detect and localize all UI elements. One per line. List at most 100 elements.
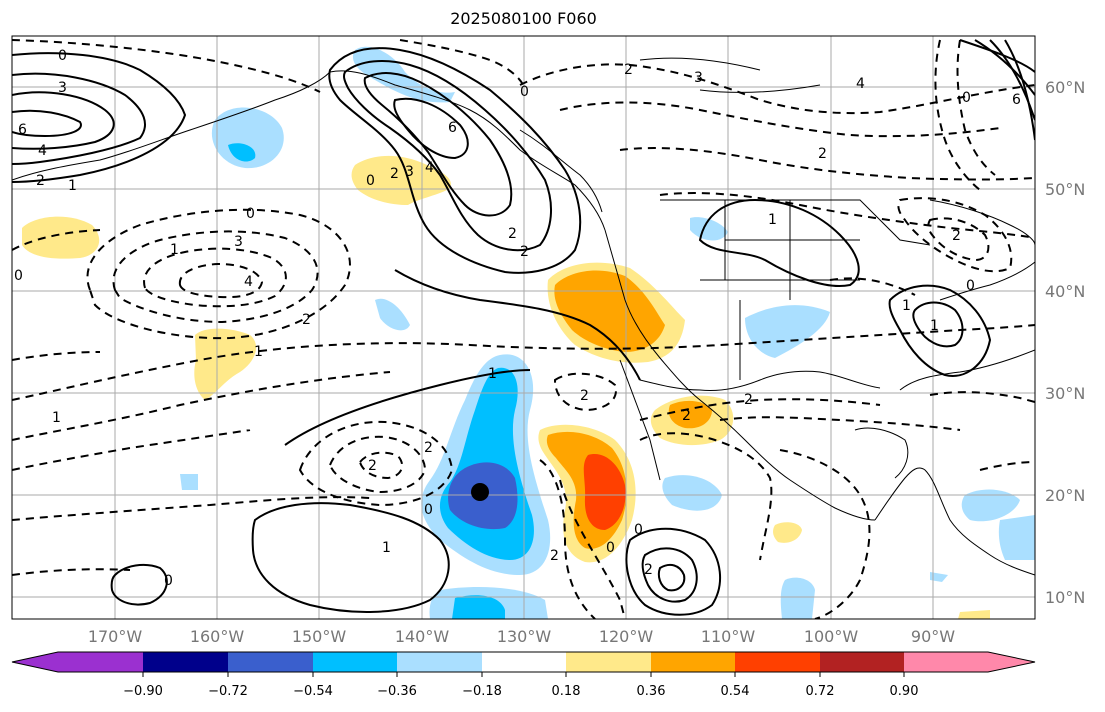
contour-label: 3 <box>234 234 243 250</box>
neg-anomaly-patch <box>690 217 728 241</box>
contour-label: 1 <box>170 242 179 258</box>
coastlines <box>12 57 1035 576</box>
neg-anomaly-patch <box>211 107 284 169</box>
colorbar-segment <box>397 652 482 672</box>
contour-label: 2 <box>508 226 517 242</box>
contour-label: 2 <box>644 562 653 578</box>
colorbar-segment <box>143 652 228 672</box>
map-title: 2025080100 F060 <box>450 9 597 28</box>
colorbar-segment <box>12 652 143 672</box>
neg-anomaly-patch <box>961 489 1020 522</box>
lon-label: 150°W <box>292 627 347 646</box>
contour-label: 0 <box>962 90 971 106</box>
colorbar-tick-label: 0.18 <box>552 684 581 699</box>
colorbar-tick-label: 0.36 <box>637 684 666 699</box>
pos-anomaly-patch <box>583 454 626 530</box>
lat-label: 60°N <box>1045 78 1085 97</box>
contour-label: 2 <box>36 173 45 189</box>
contour-label: 0 <box>164 573 173 589</box>
contour-label: 1 <box>382 540 391 556</box>
contour-lines <box>12 39 1035 619</box>
lon-label: 110°W <box>701 627 756 646</box>
contour-label: 3 <box>405 164 414 180</box>
colorbar-segment <box>820 652 904 672</box>
neg-anomaly-patch <box>452 595 505 619</box>
latitude-labels: 60°N 50°N 40°N 30°N 20°N 10°N <box>1045 78 1085 607</box>
lon-label: 100°W <box>804 627 859 646</box>
pos-anomaly-patch <box>194 328 257 400</box>
contour-label: 0 <box>634 522 643 538</box>
pos-anomaly-patch <box>773 522 802 543</box>
colorbar-tick-label: −0.36 <box>377 684 417 699</box>
lat-label: 30°N <box>1045 384 1085 403</box>
contour-label: 4 <box>425 160 434 176</box>
contour-label: 2 <box>550 548 559 564</box>
contour-label: 0 <box>520 84 529 100</box>
contour-label: 3 <box>58 80 67 96</box>
contour-label: 4 <box>856 76 865 92</box>
colorbar: −0.90 −0.72 −0.54 −0.36 −0.18 0.18 0.36 … <box>11 651 1036 699</box>
pos-anomaly-patch <box>351 155 451 205</box>
lon-label: 160°W <box>190 627 245 646</box>
contour-label: 0 <box>424 502 433 518</box>
contour-label: 1 <box>68 178 77 194</box>
contour-label: 4 <box>38 143 47 159</box>
contour-label: 2 <box>368 458 377 474</box>
neg-anomaly-patch <box>662 475 722 511</box>
colorbar-segment <box>904 652 1035 672</box>
contour-label: 2 <box>580 388 589 404</box>
neg-anomaly-patch <box>228 143 256 162</box>
contour-label: 6 <box>448 120 457 136</box>
graticule <box>12 36 1035 619</box>
colorbar-tick-label: −0.54 <box>293 684 333 699</box>
contour-label: 1 <box>930 318 939 334</box>
lat-label: 20°N <box>1045 486 1085 505</box>
storm-center-marker <box>471 483 489 501</box>
neg-anomaly-patch <box>180 474 198 490</box>
colorbar-segment <box>735 652 820 672</box>
colorbar-tick-label: 0.54 <box>721 684 750 699</box>
neg-anomaly-patch <box>375 298 410 331</box>
contour-label: 2 <box>520 244 529 260</box>
lat-label: 40°N <box>1045 282 1085 301</box>
lon-label: 130°W <box>497 627 552 646</box>
pos-anomaly-patch <box>958 610 990 619</box>
contour-label: 2 <box>952 228 961 244</box>
neg-anomaly-patch <box>780 577 815 619</box>
colorbar-segment <box>651 652 735 672</box>
colorbar-tick-label: −0.72 <box>208 684 248 699</box>
contour-label: 1 <box>52 410 61 426</box>
neg-anomaly-patch <box>930 572 948 582</box>
contour-label: 1 <box>254 344 263 360</box>
lat-label: 50°N <box>1045 180 1085 199</box>
longitude-labels: 170°W 160°W 150°W 140°W 130°W 120°W 110°… <box>88 627 955 646</box>
contour-label: 2 <box>682 408 691 424</box>
contour-label: 6 <box>18 122 27 138</box>
neg-anomaly-patch <box>998 515 1035 560</box>
contour-label: 0 <box>966 278 975 294</box>
lon-label: 90°W <box>911 627 955 646</box>
colorbar-tick-label: 0.72 <box>806 684 835 699</box>
contour-label: 1 <box>768 212 777 228</box>
lon-label: 140°W <box>395 627 450 646</box>
pos-anomaly-patch <box>22 216 100 259</box>
contour-label: 4 <box>244 274 253 290</box>
colorbar-segment <box>566 652 651 672</box>
contour-label: 0 <box>246 206 255 222</box>
contour-label: 1 <box>902 298 911 314</box>
contour-label-group: 0 3 6 4 2 1 0 2 4 3 6 2 0 3 4 1 2 2 0 2 … <box>14 48 1021 589</box>
contour-label: 2 <box>744 392 753 408</box>
lon-label: 170°W <box>88 627 143 646</box>
contour-label: 2 <box>390 166 399 182</box>
contour-label: 2 <box>818 146 827 162</box>
map-frame <box>11 35 1036 620</box>
contour-label: 0 <box>606 540 615 556</box>
lat-label: 10°N <box>1045 588 1085 607</box>
contour-label: 3 <box>694 70 703 86</box>
contour-label: 6 <box>1012 92 1021 108</box>
lon-label: 120°W <box>599 627 654 646</box>
shaded-fields <box>22 46 1035 619</box>
colorbar-segment <box>313 652 397 672</box>
contour-label: 0 <box>14 268 23 284</box>
